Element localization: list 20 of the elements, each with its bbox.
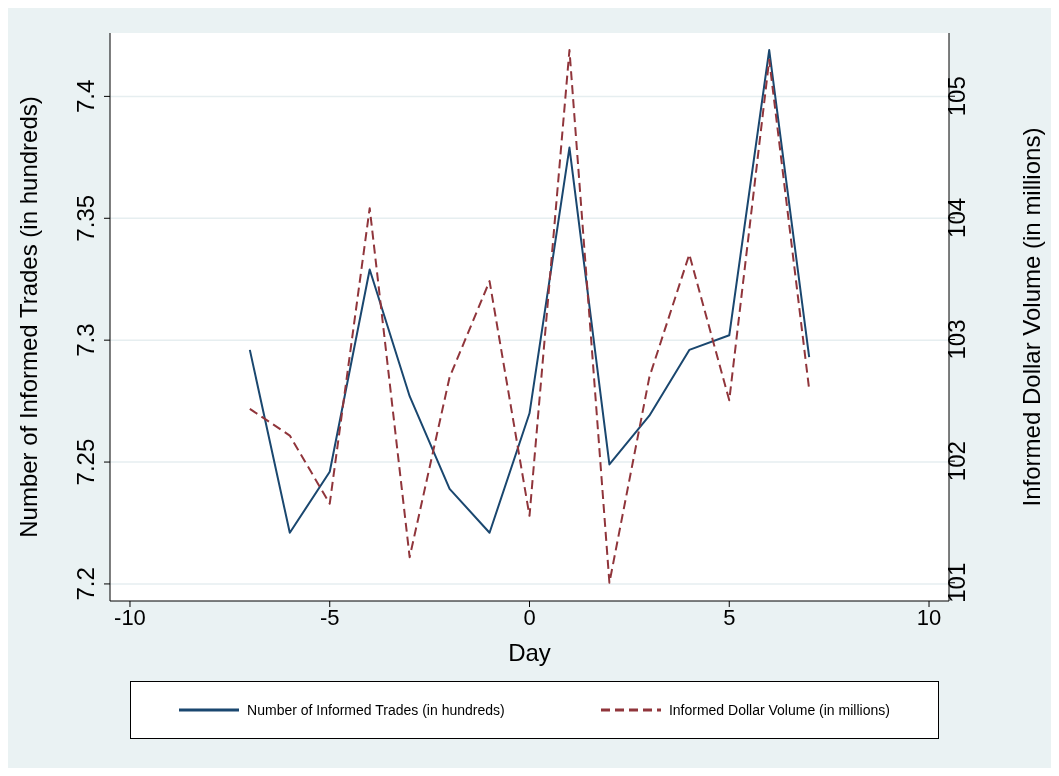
legend-label: Informed Dollar Volume (in millions) [668, 702, 890, 718]
y-tick-label: 7.2 [72, 567, 99, 601]
y2-tick-label: 102 [943, 441, 970, 482]
legend-label: Number of Informed Trades (in hundreds) [247, 702, 505, 718]
y2-tick-label: 105 [943, 76, 970, 117]
x-tick-label: 10 [916, 604, 942, 630]
x-tick-label: -10 [114, 604, 146, 630]
y2-tick-label: 103 [943, 319, 970, 360]
y2-axis-title: Informed Dollar Volume (in millions) [1017, 127, 1045, 507]
x-tick-label: 5 [723, 604, 736, 630]
x-tick-label: 0 [523, 604, 536, 630]
y-tick-label: 7.3 [72, 323, 99, 357]
y2-tick-label: 104 [943, 197, 970, 238]
y2-tick-label: 101 [943, 562, 970, 603]
x-tick-label: -5 [319, 604, 340, 630]
x-axis-title: Day [508, 639, 551, 666]
y-axis-title: Number of Informed Trades (in hundreds) [14, 96, 42, 538]
y-tick-label: 7.25 [72, 438, 99, 486]
y-tick-label: 7.4 [72, 79, 99, 114]
y-tick-label: 7.35 [72, 194, 99, 242]
